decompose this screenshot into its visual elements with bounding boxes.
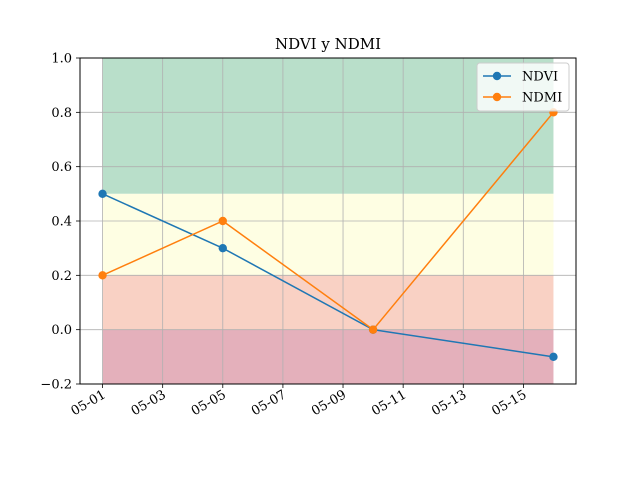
x-tick-label: 05-15 bbox=[489, 387, 529, 419]
x-tick-label: 05-13 bbox=[429, 387, 469, 419]
band bbox=[102, 329, 554, 384]
ndvi-line bbox=[102, 193, 554, 358]
legend-label-ndmi: NDMI bbox=[522, 91, 562, 106]
chart-title: NDVI y NDMI bbox=[275, 35, 381, 53]
y-tick-label: 0.8 bbox=[51, 106, 72, 121]
x-tick-label: 05-11 bbox=[369, 387, 409, 419]
x-tick-label: 05-09 bbox=[309, 387, 349, 419]
legend-label-ndvi: NDVI bbox=[522, 70, 558, 85]
legend-marker-ndvi bbox=[492, 71, 502, 81]
legend-marker-ndmi bbox=[492, 92, 502, 102]
x-tick-label: 05-03 bbox=[129, 387, 169, 419]
band bbox=[102, 275, 554, 330]
y-tick-label: 0.6 bbox=[51, 160, 72, 175]
ndmi-point bbox=[98, 271, 107, 280]
x-tick-label: 05-05 bbox=[189, 387, 229, 419]
ndmi-point bbox=[368, 325, 378, 334]
ndvi-point bbox=[549, 352, 558, 362]
y-tick-label: 0.2 bbox=[51, 269, 72, 284]
ndmi-line bbox=[102, 111, 555, 331]
y-tick-label: −0.2 bbox=[40, 378, 72, 393]
ndmi-point bbox=[218, 216, 227, 226]
ndvi-point bbox=[98, 189, 107, 199]
band bbox=[102, 193, 554, 276]
ndvi-point bbox=[218, 243, 227, 253]
x-tick-label: 05-07 bbox=[249, 387, 289, 419]
y-tick-label: 0.4 bbox=[51, 215, 72, 230]
y-tick-label: 0.0 bbox=[51, 323, 72, 338]
x-tick-label: 05-01 bbox=[69, 387, 109, 419]
legend: NDVI NDMI bbox=[476, 62, 570, 112]
series-layer bbox=[98, 108, 558, 362]
y-tick-label: 1.0 bbox=[51, 52, 72, 67]
